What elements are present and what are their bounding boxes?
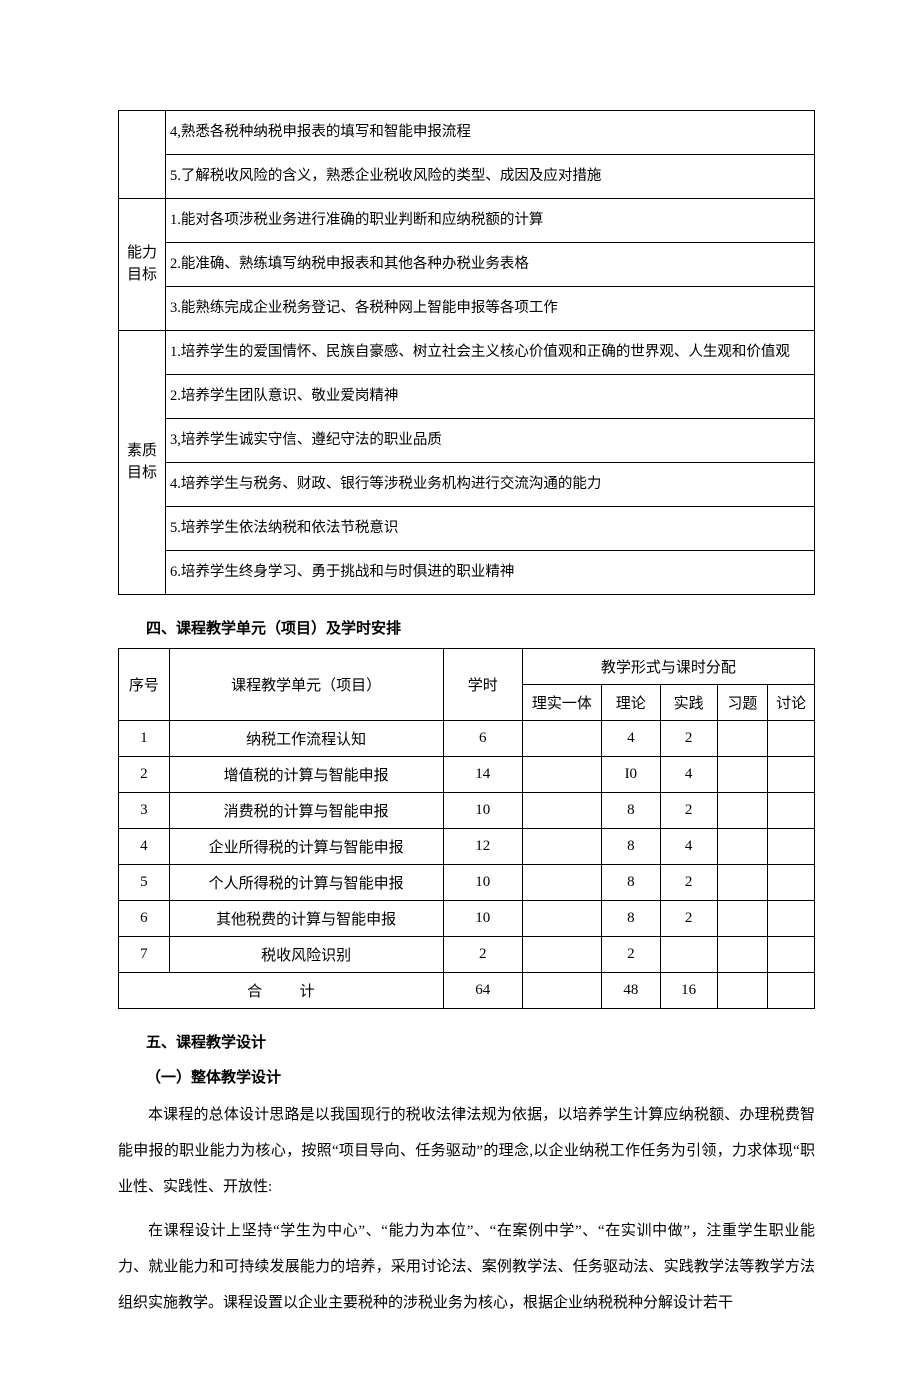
schedule-cell: [522, 757, 601, 793]
schedule-cell: 8: [601, 865, 660, 901]
schedule-table: 序号 课程教学单元（项目） 学时 教学形式与课时分配 理实一体 理论 实践 习题…: [118, 648, 815, 1009]
goal-group-label: 能力 目标: [119, 199, 166, 331]
th-hours: 学时: [443, 649, 522, 721]
schedule-cell: 2: [119, 757, 170, 793]
total-cell: 16: [660, 973, 717, 1009]
total-label: 合计: [119, 973, 444, 1009]
schedule-cell: [717, 721, 768, 757]
schedule-cell: 4: [119, 829, 170, 865]
schedule-cell: 6: [119, 901, 170, 937]
schedule-cell: [522, 865, 601, 901]
th-sub2: 理论: [601, 685, 660, 721]
schedule-cell: 2: [660, 793, 717, 829]
schedule-cell: [717, 901, 768, 937]
schedule-cell: [768, 865, 815, 901]
schedule-cell: 10: [443, 901, 522, 937]
schedule-cell: 增值税的计算与智能申报: [169, 757, 443, 793]
goal-row: 5.培养学生依法纳税和依法节税意识: [166, 507, 815, 551]
document-page: 4,熟悉各税种纳税申报表的填写和智能申报流程5.了解税收风险的含义，熟悉企业税收…: [0, 0, 920, 1381]
schedule-cell: [522, 793, 601, 829]
schedule-cell: [717, 793, 768, 829]
th-sub4: 习题: [717, 685, 768, 721]
paragraph-2: 在课程设计上坚持“学生为中心”、“能力为本位”、“在案例中学”、“在实训中做”，…: [118, 1213, 815, 1321]
th-seq: 序号: [119, 649, 170, 721]
schedule-cell: 4: [660, 829, 717, 865]
schedule-cell: [768, 721, 815, 757]
schedule-cell: 1: [119, 721, 170, 757]
th-unit: 课程教学单元（项目）: [169, 649, 443, 721]
goal-row: 4,熟悉各税种纳税申报表的填写和智能申报流程: [166, 111, 815, 155]
schedule-cell: [522, 829, 601, 865]
goal-row: 6.培养学生终身学习、勇于挑战和与时俱进的职业精神: [166, 551, 815, 595]
total-cell: [522, 973, 601, 1009]
goal-row: 4.培养学生与税务、财政、银行等涉税业务机构进行交流沟通的能力: [166, 463, 815, 507]
schedule-cell: 14: [443, 757, 522, 793]
schedule-cell: 2: [601, 937, 660, 973]
total-cell: 48: [601, 973, 660, 1009]
total-cell: 64: [443, 973, 522, 1009]
schedule-cell: 消费税的计算与智能申报: [169, 793, 443, 829]
goal-row: 2.培养学生团队意识、敬业爱岗精神: [166, 375, 815, 419]
section-5-1-heading: （一）整体教学设计: [146, 1066, 815, 1087]
th-sub3: 实践: [660, 685, 717, 721]
schedule-cell: 4: [660, 757, 717, 793]
schedule-cell: [768, 901, 815, 937]
schedule-cell: [717, 757, 768, 793]
goal-row: 5.了解税收风险的含义，熟悉企业税收风险的类型、成因及应对措施: [166, 155, 815, 199]
total-cell: [717, 973, 768, 1009]
schedule-cell: 2: [660, 721, 717, 757]
goal-row: 2.能准确、熟练填写纳税申报表和其他各种办税业务表格: [166, 243, 815, 287]
section-5-heading: 五、课程教学设计: [146, 1031, 815, 1052]
schedule-cell: [522, 721, 601, 757]
goal-row: 3,培养学生诚实守信、遵纪守法的职业品质: [166, 419, 815, 463]
goal-row: 3.能熟练完成企业税务登记、各税种网上智能申报等各项工作: [166, 287, 815, 331]
schedule-cell: 2: [660, 865, 717, 901]
schedule-cell: 8: [601, 793, 660, 829]
section-4-heading: 四、课程教学单元（项目）及学时安排: [146, 617, 815, 638]
schedule-cell: [522, 937, 601, 973]
schedule-cell: [717, 865, 768, 901]
paragraph-1: 本课程的总体设计思路是以我国现行的税收法律法规为依据，以培养学生计算应纳税额、办…: [118, 1097, 815, 1205]
th-sub1: 理实一体: [522, 685, 601, 721]
th-forms: 教学形式与课时分配: [522, 649, 814, 685]
th-sub5: 讨论: [768, 685, 815, 721]
schedule-cell: 10: [443, 865, 522, 901]
schedule-cell: 7: [119, 937, 170, 973]
goal-group-label: [119, 111, 166, 199]
schedule-cell: 4: [601, 721, 660, 757]
schedule-cell: 3: [119, 793, 170, 829]
total-cell: [768, 973, 815, 1009]
schedule-cell: 10: [443, 793, 522, 829]
schedule-cell: [768, 793, 815, 829]
schedule-cell: 企业所得税的计算与智能申报: [169, 829, 443, 865]
schedule-cell: [522, 901, 601, 937]
schedule-cell: [660, 937, 717, 973]
schedule-cell: 8: [601, 901, 660, 937]
goal-row: 1.能对各项涉税业务进行准确的职业判断和应纳税额的计算: [166, 199, 815, 243]
schedule-cell: 纳税工作流程认知: [169, 721, 443, 757]
schedule-cell: [717, 937, 768, 973]
schedule-cell: 6: [443, 721, 522, 757]
schedule-cell: 其他税费的计算与智能申报: [169, 901, 443, 937]
schedule-cell: 个人所得税的计算与智能申报: [169, 865, 443, 901]
schedule-cell: I0: [601, 757, 660, 793]
schedule-cell: [768, 829, 815, 865]
schedule-cell: 税收风险识别: [169, 937, 443, 973]
schedule-cell: 2: [660, 901, 717, 937]
schedule-cell: 5: [119, 865, 170, 901]
schedule-cell: [768, 757, 815, 793]
goals-table: 4,熟悉各税种纳税申报表的填写和智能申报流程5.了解税收风险的含义，熟悉企业税收…: [118, 110, 815, 595]
schedule-cell: 8: [601, 829, 660, 865]
goal-row: 1.培养学生的爱国情怀、民族自豪感、树立社会主义核心价值观和正确的世界观、人生观…: [166, 331, 815, 375]
schedule-cell: 2: [443, 937, 522, 973]
schedule-cell: 12: [443, 829, 522, 865]
schedule-cell: [768, 937, 815, 973]
goal-group-label: 素质 目标: [119, 331, 166, 595]
schedule-cell: [717, 829, 768, 865]
